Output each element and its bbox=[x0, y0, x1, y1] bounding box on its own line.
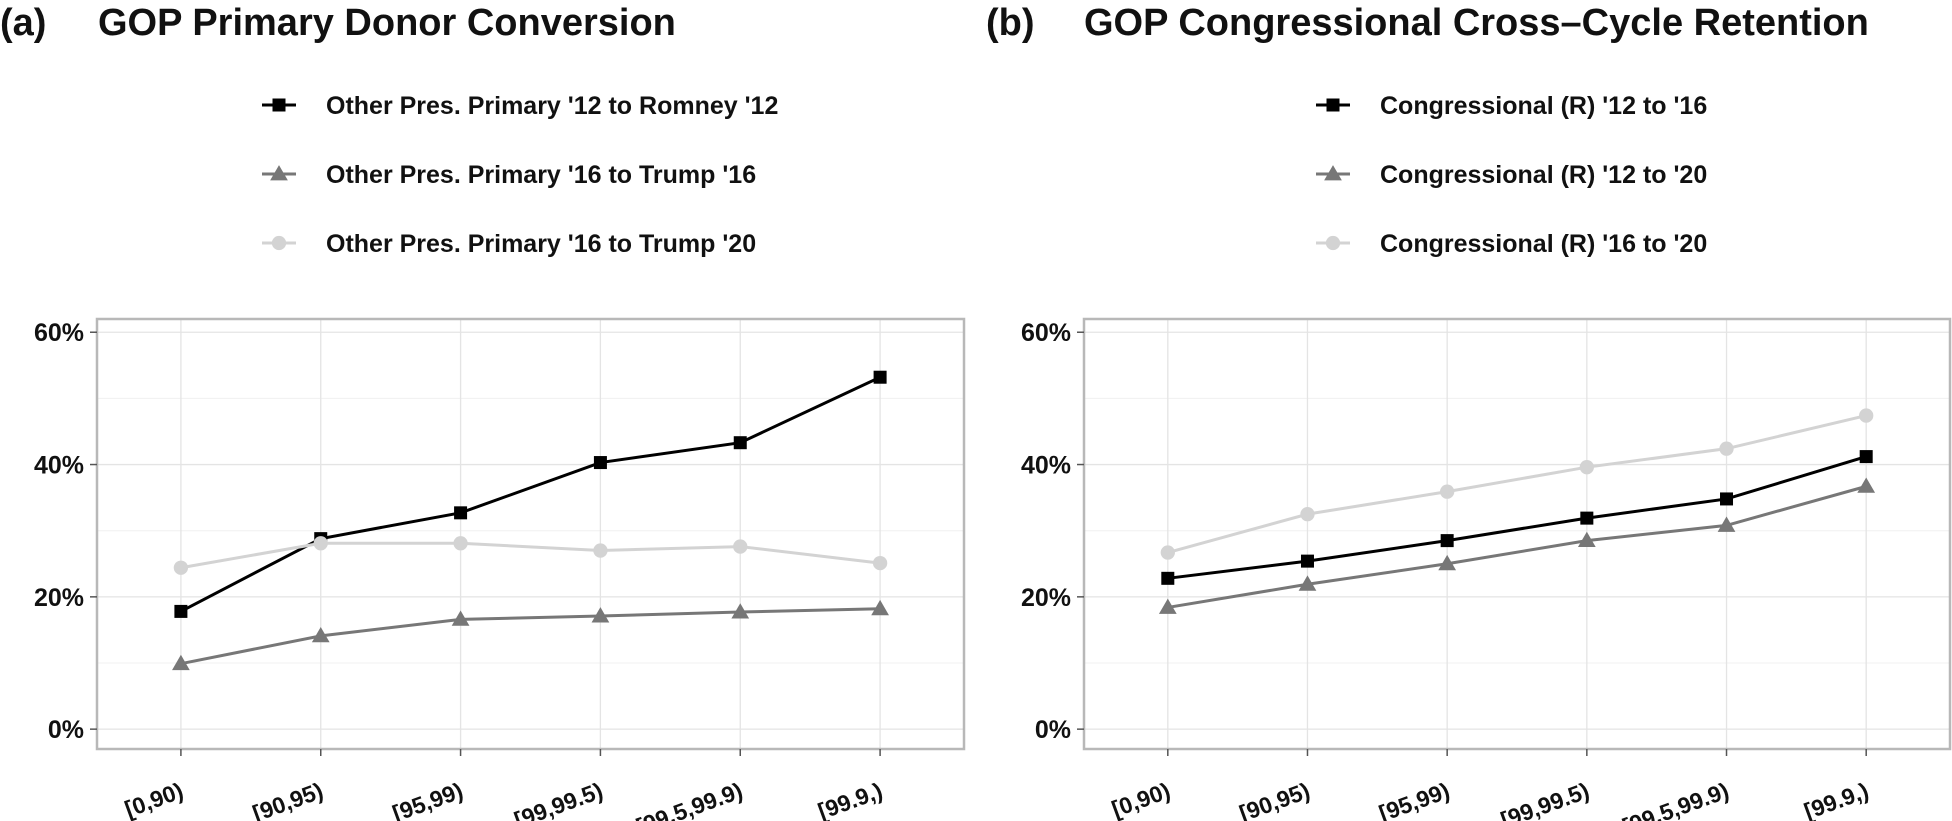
y-tick-label: 60% bbox=[34, 319, 84, 347]
legend-marker bbox=[1324, 165, 1342, 181]
data-point bbox=[173, 560, 189, 575]
data-point bbox=[1719, 441, 1734, 456]
legend-swatch bbox=[1316, 165, 1350, 181]
y-tick-label: 20% bbox=[1021, 584, 1071, 612]
data-point bbox=[1857, 477, 1876, 493]
x-tick-label: [99.9,) bbox=[814, 777, 885, 821]
x-tick-label: [99,99.5) bbox=[511, 777, 606, 821]
plot-frame bbox=[95, 317, 966, 751]
legend-label: Other Pres. Primary '16 to Trump '20 bbox=[326, 230, 757, 258]
y-tick-label: 0% bbox=[1035, 716, 1071, 744]
x-tick-label: [95,99) bbox=[389, 777, 466, 821]
x-tick-label: [0,90) bbox=[1108, 777, 1173, 821]
data-point bbox=[1300, 554, 1314, 568]
legend-marker bbox=[272, 98, 286, 112]
chart-panel-a: 0% 20% 40% 60% [0,90) [90,95) [95,99) [99,99.5)… bbox=[0, 2, 966, 821]
data-point bbox=[873, 370, 887, 384]
legend-marker bbox=[1325, 235, 1341, 251]
x-tick-label: [99,99.5) bbox=[1497, 777, 1592, 821]
x-tick-label: [90,95) bbox=[249, 777, 326, 821]
series-line bbox=[1167, 455, 1867, 580]
data-point bbox=[593, 456, 607, 470]
x-tick-label: [90,95) bbox=[1236, 777, 1313, 821]
data-point bbox=[454, 506, 468, 520]
legend-label: Congressional (R) '12 to '20 bbox=[1380, 161, 1708, 189]
plot-area bbox=[97, 319, 964, 749]
data-point bbox=[1720, 492, 1734, 506]
data-point bbox=[731, 603, 750, 619]
data-point bbox=[1438, 554, 1457, 571]
legend-marker bbox=[270, 165, 288, 181]
series-line bbox=[1167, 414, 1867, 554]
x-tick-label: [95,99) bbox=[1375, 777, 1452, 821]
y-tick-label: 40% bbox=[34, 452, 84, 480]
y-tick-label: 0% bbox=[48, 716, 84, 744]
data-point bbox=[872, 555, 888, 571]
data-point bbox=[871, 599, 889, 616]
data-point bbox=[1440, 534, 1454, 548]
data-point bbox=[1298, 575, 1317, 591]
legend-swatch bbox=[262, 98, 296, 112]
chart-panel-b: 0% 20% 40% 60% [0,90) [90,95) [95,99) [99,99.5)… bbox=[976, 0, 1952, 821]
y-tick-label: 40% bbox=[1021, 452, 1071, 480]
chart-plot-a: 0% 20% 40% 60% [0,90) [90,95) [95,99) [99,99.5)… bbox=[34, 317, 966, 821]
data-point bbox=[1580, 511, 1594, 525]
legend-label: Other Pres. Primary '16 to Trump '16 bbox=[326, 161, 757, 189]
data-point bbox=[591, 607, 610, 623]
series-line bbox=[180, 541, 881, 570]
series-line bbox=[180, 375, 881, 613]
chart-title: GOP Primary Donor Conversion bbox=[98, 2, 676, 44]
chart-title: GOP Congressional Cross–Cycle Retention bbox=[1084, 2, 1869, 44]
data-point bbox=[1161, 571, 1175, 585]
data-point bbox=[1300, 507, 1315, 522]
series-line bbox=[1167, 484, 1867, 609]
legend-label: Congressional (R) '16 to '20 bbox=[1380, 230, 1708, 258]
y-tick-label: 60% bbox=[1021, 319, 1071, 347]
x-tick-label: [99.9,) bbox=[1801, 777, 1872, 821]
legend-marker bbox=[271, 235, 287, 251]
legend-label: Congressional (R) '12 to '16 bbox=[1380, 92, 1708, 120]
data-point bbox=[172, 654, 190, 671]
y-tick-label: 20% bbox=[34, 584, 84, 612]
data-point bbox=[733, 539, 748, 554]
data-point bbox=[453, 536, 468, 551]
data-point bbox=[1717, 516, 1736, 532]
plot-frame bbox=[1082, 317, 1952, 751]
data-point bbox=[1158, 598, 1177, 614]
legend-label: Other Pres. Primary '12 to Romney '12 bbox=[326, 92, 779, 120]
panel-letter: (b) bbox=[986, 2, 1035, 44]
data-point bbox=[313, 536, 328, 551]
legend-swatch bbox=[262, 235, 296, 251]
panel-letter: (a) bbox=[0, 2, 47, 44]
x-tick-label: [99.5,99.9) bbox=[633, 777, 746, 821]
data-point bbox=[1160, 545, 1175, 560]
x-tick-label: [0,90) bbox=[121, 777, 186, 821]
data-point bbox=[174, 604, 188, 618]
data-point bbox=[451, 610, 470, 626]
data-point bbox=[593, 543, 608, 558]
legend-swatch bbox=[262, 165, 296, 181]
data-point bbox=[1440, 484, 1455, 499]
plot-area bbox=[1084, 319, 1950, 749]
series-line bbox=[180, 607, 881, 666]
chart-plot-b: 0% 20% 40% 60% [0,90) [90,95) [95,99) [99,99.5)… bbox=[1021, 317, 1952, 821]
data-point bbox=[1859, 450, 1873, 464]
data-point bbox=[733, 436, 747, 450]
x-tick-label: [99.5,99.9) bbox=[1619, 777, 1732, 821]
data-point bbox=[1577, 531, 1596, 548]
data-point bbox=[1859, 408, 1874, 423]
legend-marker bbox=[1326, 98, 1340, 112]
legend-swatch bbox=[1316, 98, 1350, 112]
data-point bbox=[311, 627, 330, 643]
data-point bbox=[1579, 460, 1594, 475]
legend-swatch bbox=[1316, 235, 1350, 251]
